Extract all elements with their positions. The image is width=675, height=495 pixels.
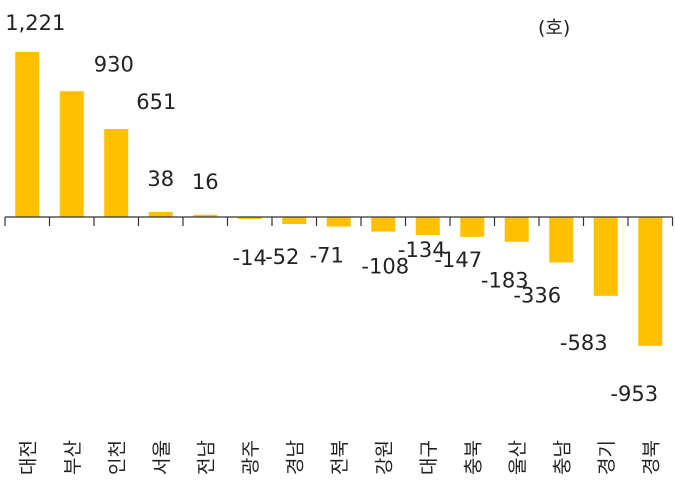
category-label: 경북 [640,440,662,475]
data-label: 930 [94,52,134,76]
category-label: 경기 [596,440,618,475]
category-label: 강원 [373,440,395,475]
bar [504,217,529,242]
category-label: 광주 [240,440,262,475]
bar [415,217,440,236]
category-label: 서울 [151,440,173,475]
data-label: 651 [136,90,176,114]
data-label: -108 [361,255,409,279]
category-label: 부산 [62,440,84,475]
category-label: 경남 [284,440,306,475]
bar [638,217,663,346]
data-label: -52 [265,245,299,269]
category-label: 인천 [106,440,128,475]
bar [282,217,307,225]
bar [237,217,262,219]
bar [593,217,618,296]
bar [549,217,574,263]
category-label: 전북 [329,440,351,475]
unit-label: (호) [538,17,570,39]
data-label: -134 [398,238,446,262]
bar [326,217,351,227]
bar [104,128,129,217]
data-label: -147 [434,248,482,272]
data-label: 1,221 [5,11,65,35]
category-label: 충북 [462,440,484,475]
bar [59,91,84,217]
bar [371,217,396,232]
data-label: -183 [481,269,529,293]
data-label: -953 [610,382,658,406]
category-label: 충남 [551,440,573,475]
bar [15,51,40,217]
category-label: 울산 [507,440,529,475]
category-label: 전남 [195,440,217,475]
bar [460,217,485,237]
category-label: 대전 [17,440,39,475]
category-label: 대구 [418,440,440,475]
data-label: -71 [310,244,344,268]
data-label: 38 [147,167,174,191]
data-label: -14 [233,246,267,270]
data-label: -336 [513,283,561,307]
bar [193,214,218,217]
data-label: 16 [192,170,219,194]
data-label: -583 [560,331,608,355]
bar [148,211,173,217]
